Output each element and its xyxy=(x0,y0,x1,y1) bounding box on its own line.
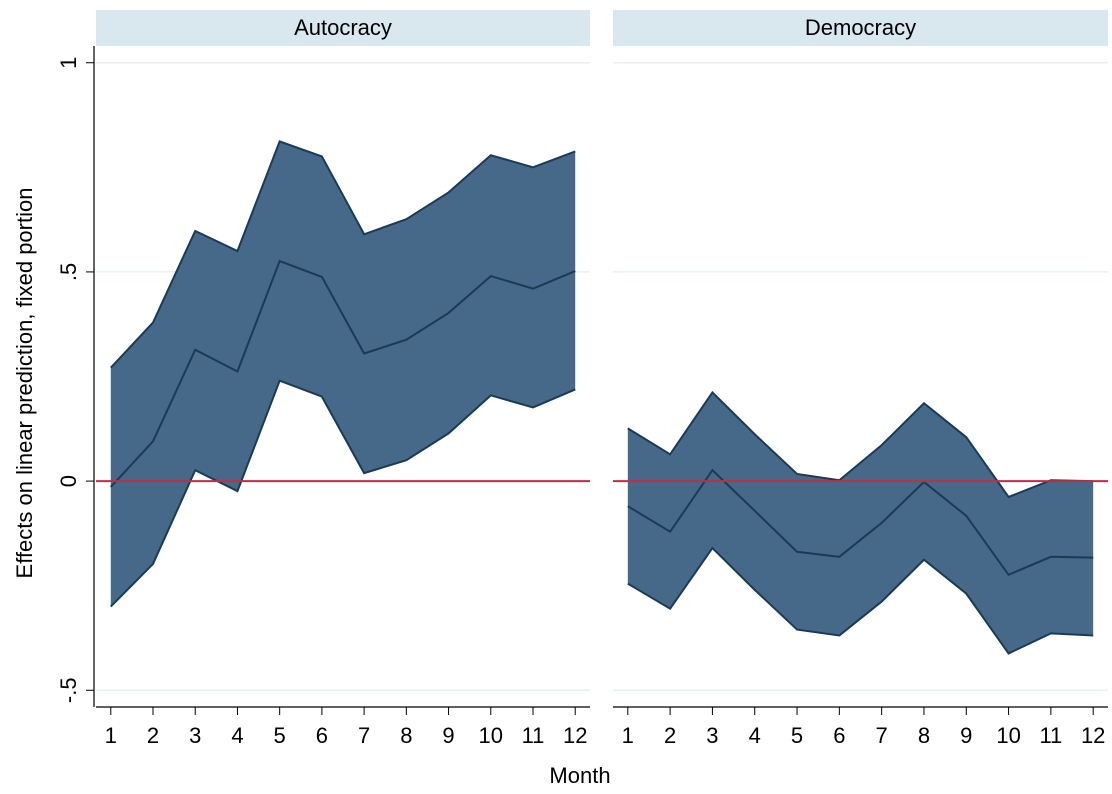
panel-title: Democracy xyxy=(805,15,916,40)
confidence-band xyxy=(627,392,1094,654)
x-tick-label: 4 xyxy=(231,723,243,748)
y-axis-label: Effects on linear prediction, fixed port… xyxy=(12,188,37,579)
x-tick-label: 10 xyxy=(479,723,503,748)
y-tick-label: 1 xyxy=(56,57,81,69)
x-axis-label: Month xyxy=(549,763,610,788)
band-edge xyxy=(627,390,1094,499)
x-tick-label: 5 xyxy=(274,723,286,748)
x-tick-label: 10 xyxy=(996,723,1020,748)
x-tick-label: 1 xyxy=(622,723,634,748)
x-tick-label: 6 xyxy=(833,723,845,748)
x-tick-label: 8 xyxy=(400,723,412,748)
x-tick-label: 7 xyxy=(876,723,888,748)
x-tick-label: 4 xyxy=(749,723,761,748)
panel-strip xyxy=(96,10,590,46)
confidence-band xyxy=(110,141,576,607)
x-tick-label: 6 xyxy=(316,723,328,748)
x-tick-label: 3 xyxy=(189,723,201,748)
band-edge xyxy=(627,546,1094,655)
x-tick-label: 7 xyxy=(358,723,370,748)
y-tick-label: .5 xyxy=(56,263,81,281)
x-tick-label: 2 xyxy=(664,723,676,748)
band-edge xyxy=(110,140,576,369)
x-tick-label: 5 xyxy=(791,723,803,748)
x-tick-label: 11 xyxy=(522,723,545,748)
band-edge xyxy=(110,379,576,608)
x-tick-label: 12 xyxy=(563,723,587,748)
panel-strip xyxy=(613,10,1108,46)
y-tick-label: -.5 xyxy=(56,677,81,703)
x-tick-label: 9 xyxy=(960,723,972,748)
x-tick-label: 8 xyxy=(918,723,930,748)
x-tick-label: 12 xyxy=(1081,723,1105,748)
y-tick-label: 0 xyxy=(56,475,81,487)
x-tick-label: 9 xyxy=(442,723,454,748)
x-tick-label: 1 xyxy=(105,723,117,748)
estimate-line xyxy=(110,259,576,488)
x-tick-label: 2 xyxy=(147,723,159,748)
panel-title: Autocracy xyxy=(294,15,392,40)
x-tick-label: 11 xyxy=(1039,723,1062,748)
x-tick-label: 3 xyxy=(706,723,718,748)
